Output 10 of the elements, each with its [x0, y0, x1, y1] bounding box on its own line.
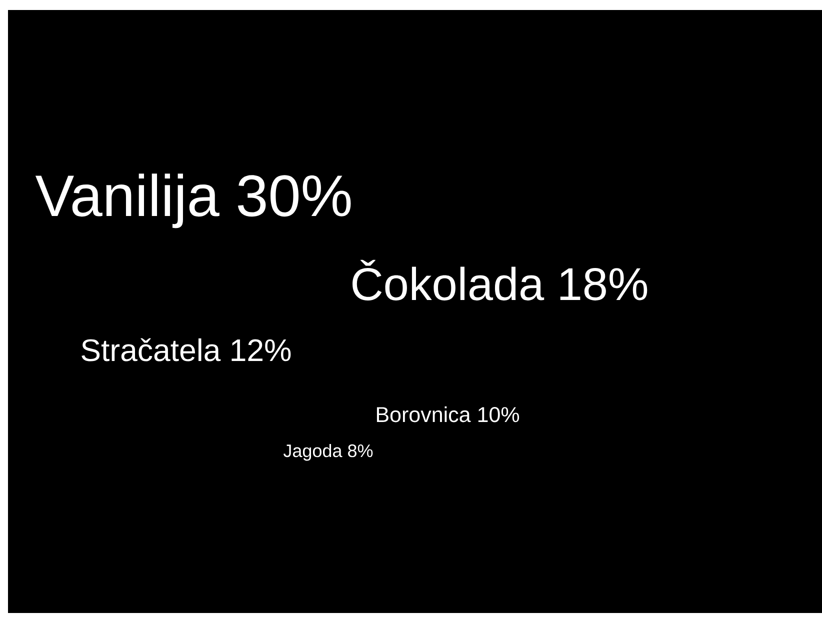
category-label: Jagoda [283, 444, 342, 461]
data-label: 18% [560, 268, 648, 300]
category-label: Borovnica [376, 406, 471, 422]
data-label: 12% [232, 339, 291, 362]
category-label: Čokolada [352, 260, 544, 300]
category-label: Stračatela [82, 338, 221, 362]
data-label: 10% [478, 406, 520, 422]
data-label: 8% [348, 444, 373, 458]
category-label: Vanilija [35, 174, 220, 228]
data-label: 30% [238, 175, 351, 217]
